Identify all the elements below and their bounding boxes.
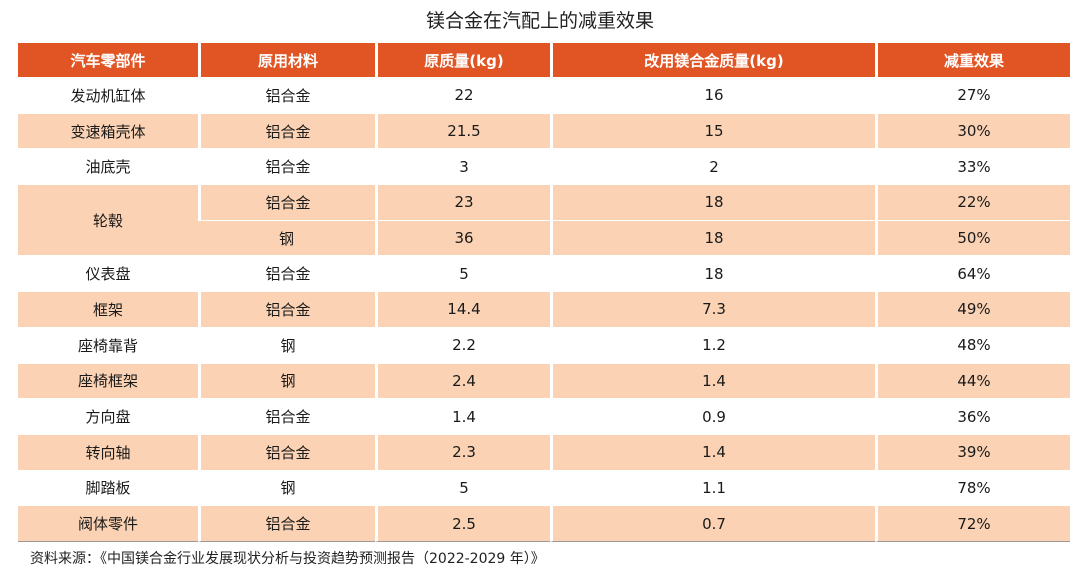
- cell-part: 方向盘: [18, 398, 198, 434]
- cell-magnesium: 16: [550, 77, 875, 113]
- header-magnesium-mass: 改用镁合金质量(kg): [550, 43, 875, 77]
- cell-magnesium: 1.4: [550, 433, 875, 470]
- cell-part: 框架: [18, 291, 198, 327]
- table-row: 钢 36 18 50%: [18, 219, 1070, 256]
- cell-original: 2.5: [375, 505, 550, 542]
- cell-part: 脚踏板: [18, 469, 198, 506]
- cell-magnesium: 18: [550, 184, 875, 220]
- cell-magnesium: 2: [550, 148, 875, 185]
- cell-original: 36: [375, 219, 550, 256]
- cell-reduction: 22%: [875, 184, 1070, 220]
- cell-reduction: 33%: [875, 148, 1070, 185]
- cell-reduction: 36%: [875, 398, 1070, 434]
- cell-reduction: 27%: [875, 77, 1070, 113]
- table-row: 油底壳 铝合金 3 2 33%: [18, 148, 1070, 185]
- cell-reduction: 48%: [875, 326, 1070, 363]
- header-original-mass: 原质量(kg): [375, 43, 550, 77]
- header-reduction: 减重效果: [875, 43, 1070, 77]
- cell-material: 钢: [198, 219, 375, 256]
- table-row: 脚踏板 钢 5 1.1 78%: [18, 469, 1070, 506]
- cell-part-merged: 轮毂: [18, 184, 198, 256]
- cell-original: 2.4: [375, 362, 550, 399]
- table-row: 阀体零件 铝合金 2.5 0.7 72%: [18, 505, 1070, 542]
- table-row: 仪表盘 铝合金 5 18 64%: [18, 255, 1070, 292]
- cell-magnesium: 7.3: [550, 291, 875, 327]
- cell-material: 钢: [198, 326, 375, 363]
- cell-material: 钢: [198, 469, 375, 506]
- table-header-row: 汽车零部件 原用材料 原质量(kg) 改用镁合金质量(kg) 减重效果: [18, 43, 1070, 77]
- table-row: 发动机缸体 铝合金 22 16 27%: [18, 77, 1070, 113]
- cell-original: 2.2: [375, 326, 550, 363]
- cell-reduction: 44%: [875, 362, 1070, 399]
- cell-original: 5: [375, 255, 550, 292]
- cell-reduction: 39%: [875, 433, 1070, 470]
- cell-part: 油底壳: [18, 148, 198, 184]
- cell-magnesium: 15: [550, 112, 875, 149]
- header-material: 原用材料: [198, 43, 375, 77]
- cell-reduction: 72%: [875, 505, 1070, 542]
- cell-original: 14.4: [375, 291, 550, 327]
- cell-reduction: 50%: [875, 219, 1070, 256]
- cell-reduction: 30%: [875, 112, 1070, 149]
- weight-reduction-table: 汽车零部件 原用材料 原质量(kg) 改用镁合金质量(kg) 减重效果 发动机缸…: [18, 43, 1070, 542]
- cell-magnesium: 1.4: [550, 362, 875, 399]
- table-row: 座椅框架 钢 2.4 1.4 44%: [18, 362, 1070, 399]
- table-row: 变速箱壳体 铝合金 21.5 15 30%: [18, 112, 1070, 149]
- chart-title: 镁合金在汽配上的减重效果: [425, 10, 654, 32]
- table-row: 方向盘 铝合金 1.4 0.9 36%: [18, 398, 1070, 434]
- source-note: 资料来源：《中国镁合金行业发展现状分析与投资趋势预测报告（2022-2029 年…: [30, 551, 545, 567]
- cell-magnesium: 18: [550, 255, 875, 292]
- cell-material: 铝合金: [198, 184, 375, 220]
- table-row: 轮毂 铝合金 23 18 22%: [18, 184, 1070, 256]
- cell-magnesium: 18: [550, 219, 875, 256]
- cell-magnesium: 0.9: [550, 398, 875, 434]
- cell-reduction: 78%: [875, 469, 1070, 506]
- cell-material: 钢: [198, 362, 375, 399]
- cell-material: 铝合金: [198, 112, 375, 149]
- cell-part: 座椅框架: [18, 362, 198, 399]
- cell-reduction: 64%: [875, 255, 1070, 292]
- cell-part: 仪表盘: [18, 255, 198, 291]
- cell-magnesium: 0.7: [550, 505, 875, 542]
- cell-reduction: 49%: [875, 291, 1070, 327]
- cell-original: 1.4: [375, 398, 550, 434]
- cell-material: 铝合金: [198, 433, 375, 470]
- cell-part: 发动机缸体: [18, 77, 198, 113]
- cell-material: 铝合金: [198, 398, 375, 434]
- cell-magnesium: 1.1: [550, 469, 875, 506]
- cell-original: 22: [375, 77, 550, 113]
- cell-original: 2.3: [375, 433, 550, 470]
- cell-material: 铝合金: [198, 77, 375, 113]
- cell-material: 铝合金: [198, 255, 375, 292]
- table-row: 转向轴 铝合金 2.3 1.4 39%: [18, 433, 1070, 470]
- cell-original: 5: [375, 469, 550, 506]
- cell-part: 转向轴: [18, 433, 198, 470]
- table-row: 座椅靠背 钢 2.2 1.2 48%: [18, 326, 1070, 363]
- cell-original: 21.5: [375, 112, 550, 149]
- cell-magnesium: 1.2: [550, 326, 875, 363]
- cell-material: 铝合金: [198, 505, 375, 542]
- cell-material: 铝合金: [198, 291, 375, 327]
- cell-part: 座椅靠背: [18, 326, 198, 363]
- cell-material: 铝合金: [198, 148, 375, 185]
- table-row: 框架 铝合金 14.4 7.3 49%: [18, 291, 1070, 327]
- cell-original: 23: [375, 184, 550, 220]
- cell-original: 3: [375, 148, 550, 185]
- header-part: 汽车零部件: [18, 43, 198, 77]
- cell-part: 阀体零件: [18, 505, 198, 542]
- cell-part: 变速箱壳体: [18, 112, 198, 149]
